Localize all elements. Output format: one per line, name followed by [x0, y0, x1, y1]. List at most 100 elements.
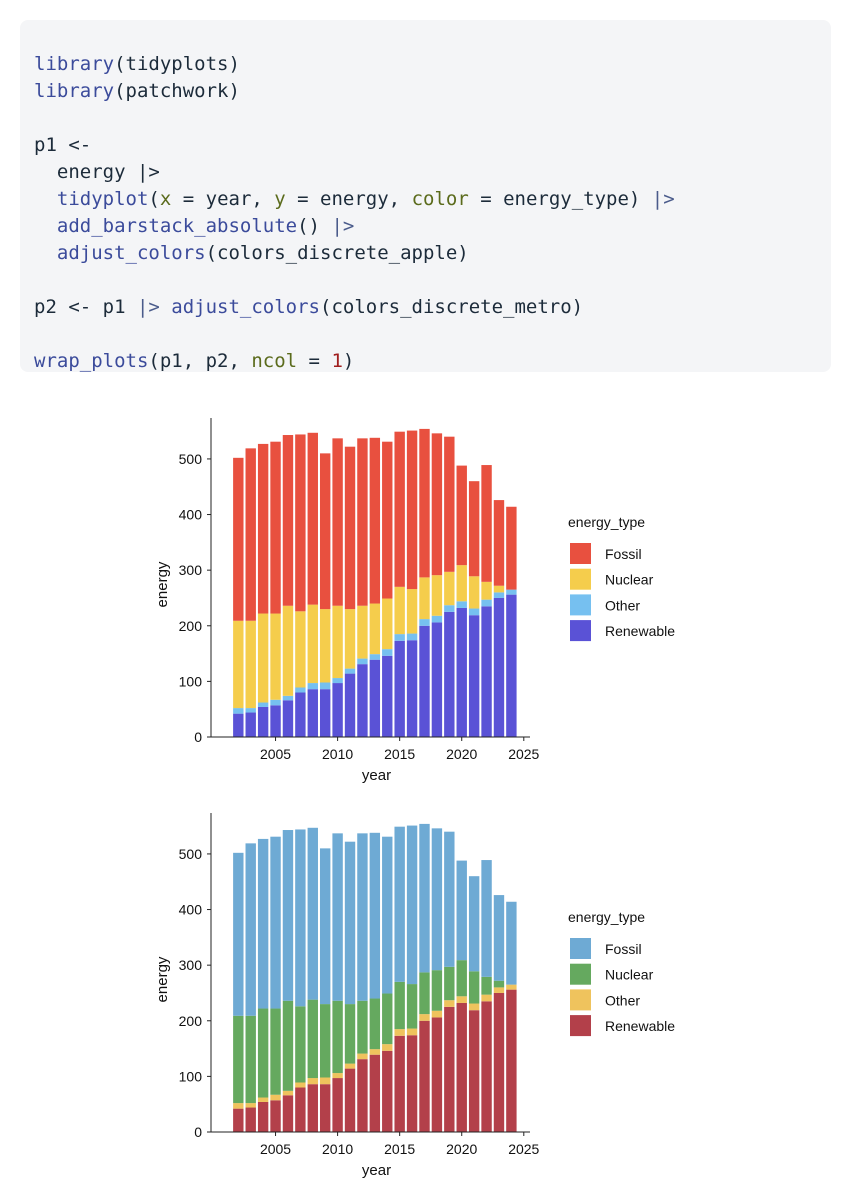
code-line-1: library(tidyplots)	[34, 51, 240, 78]
bar-other-2010	[332, 678, 343, 684]
x-tick-label: 2020	[446, 746, 477, 762]
bar-renewable-2015	[394, 640, 405, 737]
bar-other-2007	[295, 687, 306, 693]
bar-renewable-2012	[357, 1059, 368, 1132]
legend-swatch-fossil	[570, 543, 591, 564]
bar-renewable-2024	[506, 989, 517, 1132]
code-function: library	[34, 53, 115, 75]
bar-fossil-2024	[506, 506, 517, 590]
bar-renewable-2023	[493, 992, 505, 1132]
bar-other-2019	[444, 605, 455, 612]
bar-fossil-2009	[319, 453, 331, 610]
bar-other-2024	[506, 589, 517, 595]
bar-nuclear-2019	[444, 571, 455, 606]
bar-nuclear-2007	[295, 611, 306, 688]
bar-nuclear-2023	[493, 980, 505, 988]
code-line-3: p1 <-	[34, 132, 91, 159]
bar-renewable-2018	[431, 622, 443, 737]
y-tick-label: 200	[179, 1013, 203, 1029]
bar-fossil-2008	[307, 827, 318, 1000]
bar-fossil-2006	[282, 435, 294, 606]
bar-other-2017	[419, 1014, 430, 1021]
bar-other-2015	[394, 1029, 405, 1036]
bar-fossil-2007	[295, 829, 306, 1007]
code-function: add_barstack_absolute	[56, 215, 298, 237]
code-text: (colors_discrete_metro)	[320, 296, 584, 318]
bar-fossil-2020	[456, 860, 467, 961]
bar-other-2020	[456, 996, 467, 1003]
bar-fossil-2003	[245, 448, 256, 621]
bar-other-2016	[406, 633, 418, 641]
bar-nuclear-2007	[295, 1006, 306, 1083]
bar-renewable-2021	[468, 615, 480, 737]
bar-other-2002	[233, 1103, 244, 1109]
bar-other-2005	[270, 1094, 281, 1101]
bar-fossil-2016	[406, 825, 418, 985]
x-axis-label: year	[362, 767, 391, 784]
bar-renewable-2009	[319, 1084, 331, 1132]
bar-fossil-2011	[344, 446, 356, 610]
legend-swatch-renewable	[570, 1015, 591, 1037]
bar-fossil-2018	[431, 828, 443, 971]
bar-fossil-2007	[295, 434, 306, 612]
bar-other-2010	[332, 1073, 343, 1079]
code-pipe: |>	[651, 188, 675, 210]
code-text: (colors_discrete_apple)	[205, 242, 469, 264]
y-tick-label: 500	[179, 451, 203, 467]
bar-renewable-2002	[233, 1108, 244, 1132]
bar-fossil-2021	[468, 481, 480, 577]
bar-renewable-2004	[257, 706, 269, 737]
bar-other-2006	[282, 695, 294, 701]
bar-other-2003	[245, 1103, 256, 1108]
code-text: p2 <- p1	[34, 296, 137, 318]
bar-nuclear-2013	[369, 998, 381, 1050]
x-tick-label: 2025	[508, 746, 539, 762]
bar-other-2004	[257, 702, 269, 707]
bar-renewable-2024	[506, 594, 517, 737]
legend-label-fossil: Fossil	[605, 941, 642, 957]
y-tick-label: 0	[194, 1124, 202, 1140]
bar-nuclear-2019	[444, 966, 455, 1001]
bar-nuclear-2018	[431, 575, 443, 616]
bar-nuclear-2008	[307, 999, 318, 1079]
bar-nuclear-2021	[468, 971, 480, 1004]
x-tick-label: 2010	[322, 746, 353, 762]
code-function: adjust_colors	[56, 242, 206, 264]
bar-other-2009	[319, 1077, 331, 1085]
legend-swatch-renewable	[570, 620, 591, 642]
bar-other-2009	[319, 682, 331, 690]
bar-nuclear-2013	[369, 603, 381, 655]
bar-renewable-2013	[369, 659, 381, 737]
bar-other-2006	[282, 1090, 294, 1096]
bar-other-2005	[270, 699, 281, 706]
bar-renewable-2022	[481, 1001, 492, 1132]
legend-label-nuclear: Nuclear	[605, 967, 654, 983]
x-tick-label: 2025	[508, 1141, 539, 1157]
bar-other-2015	[394, 634, 405, 641]
bar-other-2022	[481, 994, 492, 1002]
stacked-bar-chart-apple: 0 100 200 300 400 500 2005 2010 2015 2020 2025 year…	[154, 418, 675, 784]
legend-swatch-nuclear	[570, 568, 591, 590]
legend-label-renewable: Renewable	[605, 1018, 675, 1034]
code-argument: y	[274, 188, 286, 210]
y-axis-label: energy	[154, 561, 171, 607]
bar-other-2013	[369, 1049, 381, 1055]
bar-fossil-2014	[382, 441, 393, 599]
bar-renewable-2014	[382, 655, 393, 737]
bar-other-2012	[357, 1053, 368, 1060]
code-line-5: tidyplot(x = year, y = energy, color = e…	[34, 186, 675, 213]
bar-fossil-2020	[456, 465, 467, 566]
bar-renewable-2023	[493, 597, 505, 737]
code-line-7: adjust_colors(colors_discrete_apple)	[34, 240, 469, 267]
bar-nuclear-2005	[270, 1008, 281, 1095]
bar-other-2014	[382, 649, 393, 656]
legend-swatch-nuclear	[570, 963, 591, 985]
bar-fossil-2013	[369, 832, 381, 999]
code-line-9: wrap_plots(p1, p2, ncol = 1)	[34, 348, 354, 375]
bar-nuclear-2011	[344, 609, 356, 669]
stacked-bar-chart-metro: 0 100 200 300 400 500 2005 2010 2015 2020 2025 year…	[154, 813, 675, 1179]
bar-fossil-2002	[233, 852, 244, 1016]
bar-fossil-2006	[282, 830, 294, 1001]
bar-renewable-2006	[282, 1095, 294, 1132]
bar-nuclear-2022	[481, 581, 492, 600]
